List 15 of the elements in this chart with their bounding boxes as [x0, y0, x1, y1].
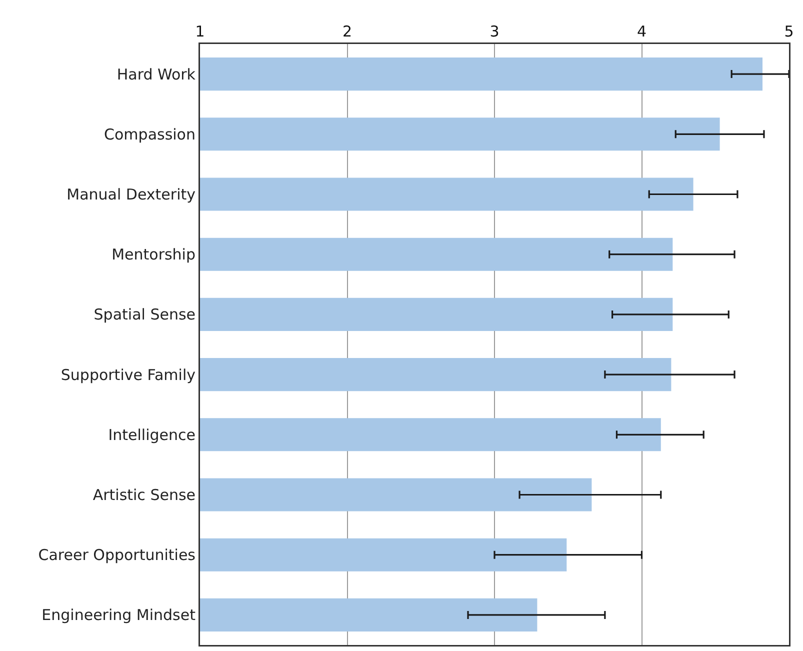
y-tick-label: Hard Work	[116, 65, 196, 84]
x-tick-label: 2	[342, 22, 352, 40]
x-tick-label: 3	[490, 22, 500, 40]
y-tick-label: Engineering Mindset	[42, 606, 196, 624]
y-tick-label: Mentorship	[112, 246, 196, 264]
y-tick-label: Supportive Family	[60, 366, 196, 384]
x-tick-label: 1	[195, 22, 205, 40]
y-tick-label: Spatial Sense	[94, 306, 196, 324]
x-tick-label: 4	[636, 22, 647, 40]
y-tick-label: Intelligence	[108, 426, 196, 444]
y-tick-label: Compassion	[104, 125, 196, 144]
y-tick-label: Career Opportunities	[38, 546, 196, 564]
x-tick-label: 5	[784, 22, 794, 40]
y-tick-label: Artistic Sense	[92, 486, 196, 504]
y-tick-label: Manual Dexterity	[66, 186, 196, 204]
